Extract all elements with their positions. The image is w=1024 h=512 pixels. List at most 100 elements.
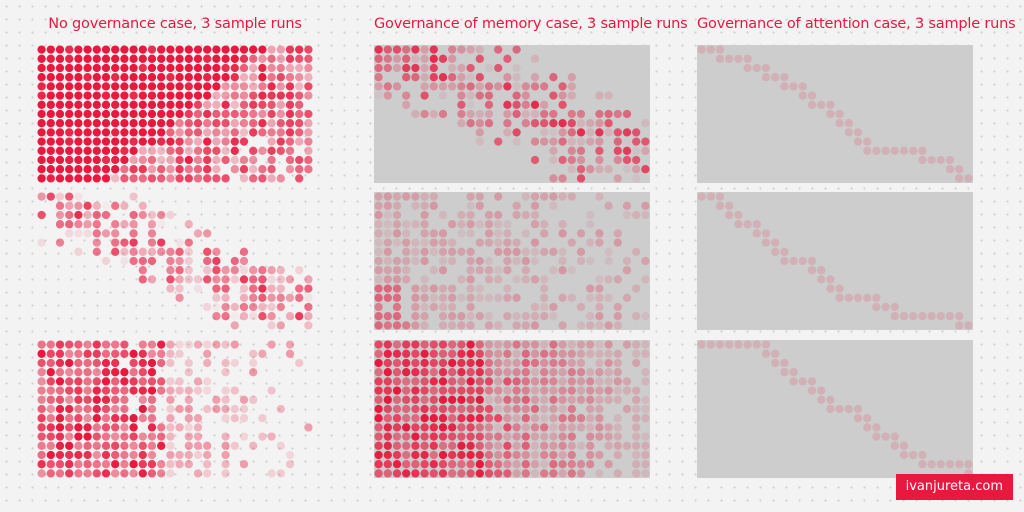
heatmap-cell (249, 293, 258, 302)
heatmap-cell (203, 404, 212, 414)
heatmap-cell (558, 91, 567, 100)
heatmap-cell (540, 137, 549, 146)
heatmap-cell (641, 441, 650, 450)
heatmap-cell (567, 137, 576, 146)
heatmap-cell (65, 100, 74, 109)
heatmap-cell (46, 368, 55, 377)
heatmap-cell (420, 229, 429, 238)
heatmap-cell (383, 395, 392, 404)
heatmap-cell (503, 220, 512, 229)
heatmap-cell (147, 220, 157, 229)
heatmap-cell (438, 210, 448, 220)
heatmap-cell (203, 165, 212, 174)
heatmap-cell (632, 450, 641, 460)
heatmap-cell (184, 266, 193, 275)
heatmap-cell (92, 423, 101, 432)
heatmap-cell (276, 128, 285, 137)
heatmap-cell (484, 358, 494, 368)
heatmap-cell (184, 45, 193, 54)
heatmap-cell (157, 238, 166, 247)
heatmap-cell (715, 340, 725, 349)
heatmap-cell (285, 63, 295, 73)
heatmap-cell (230, 63, 239, 73)
heatmap-cell (157, 45, 166, 54)
heatmap-cell (521, 210, 530, 220)
heatmap-cell (101, 137, 111, 146)
heatmap-cell (374, 469, 383, 478)
heatmap-cell (567, 441, 576, 450)
heatmap-cell (567, 358, 576, 368)
heatmap-cell (203, 340, 212, 349)
heatmap-cell (203, 128, 212, 137)
heatmap-cell (83, 395, 92, 404)
heatmap-cell (267, 312, 276, 321)
heatmap-cell (83, 128, 92, 137)
heatmap-cell (175, 266, 184, 275)
heatmap-cell (576, 321, 586, 330)
heatmap-cell (111, 441, 120, 450)
heatmap-cell (37, 63, 46, 73)
heatmap-cell (817, 386, 826, 395)
heatmap-cell (567, 238, 576, 247)
heatmap-cell (138, 377, 147, 386)
heatmap-cell (175, 340, 184, 349)
heatmap-cell (74, 460, 83, 469)
heatmap-cell (392, 266, 402, 275)
heatmap-cell (249, 349, 258, 358)
heatmap-cell (175, 256, 184, 266)
heatmap-cell (503, 54, 512, 63)
heatmap-cell (55, 165, 65, 174)
heatmap-cell (411, 386, 420, 395)
heatmap-cell (484, 432, 494, 441)
heatmap-cell (576, 128, 586, 137)
heatmap-cell (83, 441, 92, 450)
heatmap-cell (111, 201, 120, 210)
heatmap-cell (212, 247, 221, 256)
heatmap-cell (512, 368, 521, 377)
site-brand-badge[interactable]: ivanjureta.com (895, 474, 1013, 500)
heatmap-cell (503, 238, 512, 247)
heatmap-cell (212, 404, 221, 414)
heatmap-cell (304, 82, 313, 91)
heatmap-cell (230, 109, 239, 119)
heatmap-cell (267, 54, 276, 63)
heatmap-cell (420, 469, 429, 478)
heatmap-cell (632, 441, 641, 450)
heatmap-cell (457, 423, 466, 432)
heatmap-cell (120, 128, 129, 137)
heatmap-cell (622, 293, 632, 302)
heatmap-cell (826, 284, 835, 293)
heatmap-cell (595, 469, 604, 478)
heatmap-cell (475, 368, 484, 377)
heatmap-cell (752, 220, 761, 229)
heatmap-cell (411, 302, 420, 312)
heatmap-cell (184, 238, 193, 247)
heatmap-cell (221, 460, 230, 469)
heatmap-cell (457, 414, 466, 423)
heatmap-cell (826, 100, 835, 109)
heatmap-cell (392, 45, 402, 54)
heatmap-cell (494, 358, 503, 368)
heatmap-cell (549, 349, 558, 358)
heatmap-cell (267, 284, 276, 293)
heatmap-cell (475, 386, 484, 395)
heatmap-cell (955, 460, 964, 469)
heatmap-cell (420, 349, 429, 358)
heatmap-cell (448, 293, 457, 302)
heatmap-cell (484, 414, 494, 423)
heatmap-cell (402, 340, 411, 349)
heatmap-cell (203, 460, 212, 469)
heatmap-cell (613, 368, 622, 377)
heatmap-cell (484, 220, 494, 229)
heatmap-cell (540, 302, 549, 312)
heatmap-cell (475, 82, 484, 91)
heatmap-cell (420, 201, 429, 210)
heatmap-cell (494, 469, 503, 478)
heatmap-cell (230, 82, 239, 91)
heatmap-cell (429, 54, 438, 63)
heatmap-cell (411, 423, 420, 432)
heatmap-cell (74, 441, 83, 450)
heatmap-cell (175, 423, 184, 432)
heatmap-cell (74, 404, 83, 414)
heatmap-cell (383, 358, 392, 368)
